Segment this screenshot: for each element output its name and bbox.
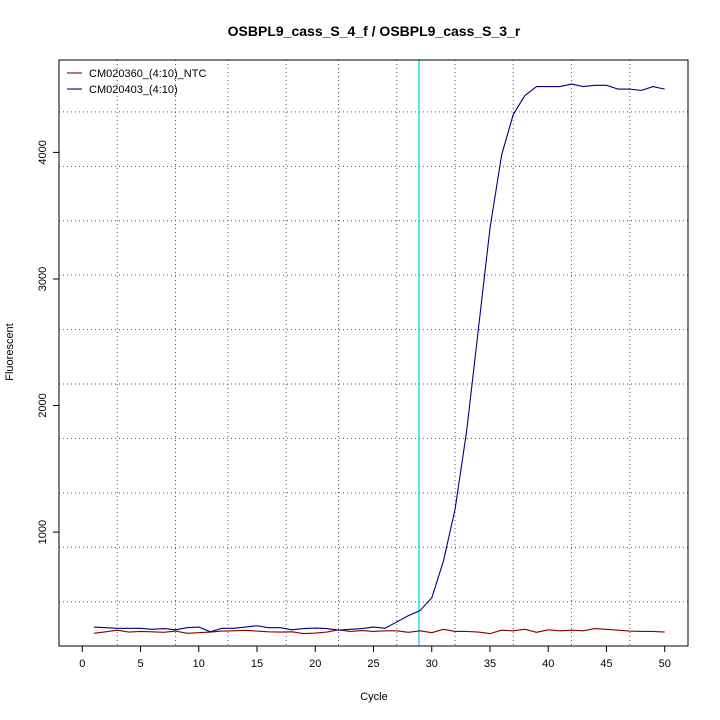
grid <box>59 60 688 646</box>
y-tick-label: 1000 <box>37 520 49 544</box>
x-tick-label: 25 <box>367 658 379 670</box>
x-tick-label: 5 <box>137 658 143 670</box>
x-tick-label: 30 <box>426 658 438 670</box>
y-tick-label: 2000 <box>37 393 49 417</box>
legend: CM020360_(4:10)_NTC CM020403_(4:10) <box>67 68 206 96</box>
y-tick-label: 4000 <box>37 140 49 164</box>
chart-title: OSBPL9_cass_S_4_f / OSBPL9_cass_S_3_r <box>228 23 521 39</box>
series-layer <box>93 83 665 635</box>
x-tick-label: 50 <box>659 658 671 670</box>
x-tick-label: 35 <box>484 658 496 670</box>
x-tick-label: 0 <box>79 658 85 670</box>
y-tick-label: 3000 <box>37 267 49 291</box>
x-tick-label: 15 <box>251 658 263 670</box>
x-tick-label: 45 <box>600 658 612 670</box>
y-axis-label: Fluorescent <box>4 323 16 380</box>
series-line-1 <box>93 627 665 635</box>
legend-label-1: CM020360_(4:10)_NTC <box>89 68 206 80</box>
y-axis: 1000 2000 3000 4000 <box>37 140 59 544</box>
x-axis-label: Cycle <box>360 691 388 703</box>
x-tick-label: 40 <box>542 658 554 670</box>
series-line-2 <box>93 83 665 633</box>
x-tick-label: 20 <box>309 658 321 670</box>
x-axis: 0 5 10 15 20 25 30 35 40 45 50 <box>79 646 671 670</box>
x-tick-label: 10 <box>193 658 205 670</box>
legend-label-2: CM020403_(4:10) <box>89 84 178 96</box>
